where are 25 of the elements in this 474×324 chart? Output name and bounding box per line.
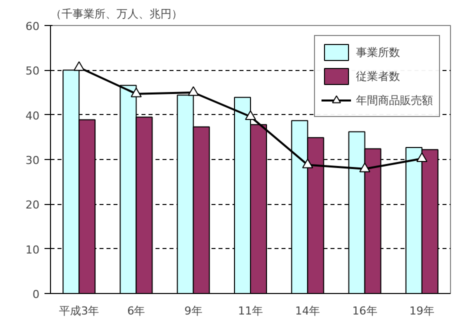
y-tick-label: 10 bbox=[26, 243, 40, 256]
y-tick-label: 0 bbox=[32, 288, 40, 301]
point bbox=[74, 61, 85, 71]
point bbox=[245, 110, 256, 120]
y-tick-label: 20 bbox=[26, 198, 40, 212]
x-tick-label: 6年 bbox=[127, 304, 146, 318]
y-tick-label: 30 bbox=[26, 154, 40, 167]
point bbox=[359, 162, 370, 172]
y-tick-label: 40 bbox=[26, 109, 40, 122]
point bbox=[130, 88, 142, 98]
point bbox=[302, 158, 314, 168]
legend-label: 年間商品販売額 bbox=[356, 92, 433, 108]
x-tick-label: 16年 bbox=[352, 304, 378, 318]
legend-label: 事業所数 bbox=[356, 44, 400, 60]
legend-label: 従業者数 bbox=[356, 68, 400, 84]
x-tick-label: 19年 bbox=[409, 304, 434, 318]
x-tick-label: 14年 bbox=[295, 304, 320, 318]
y-tick-label: 50 bbox=[26, 64, 40, 78]
x-tick-label: 平成3年 bbox=[59, 304, 100, 318]
point bbox=[188, 86, 199, 96]
y-axis-title: （千事業所、万人、兆円） bbox=[50, 8, 182, 20]
x-tick-label: 9年 bbox=[184, 304, 202, 318]
point bbox=[416, 152, 428, 162]
y-tick-label: 60 bbox=[26, 20, 40, 33]
x-tick-label: 11年 bbox=[238, 304, 263, 318]
